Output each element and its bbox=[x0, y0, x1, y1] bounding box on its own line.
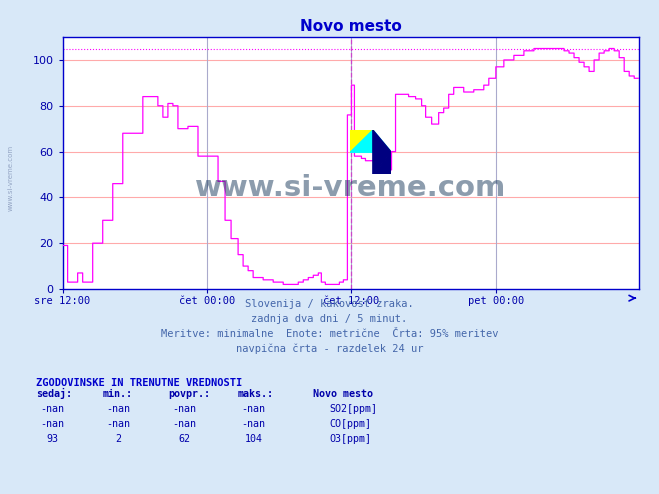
Text: Novo mesto: Novo mesto bbox=[313, 389, 373, 399]
Text: -nan: -nan bbox=[173, 419, 196, 429]
Polygon shape bbox=[373, 130, 391, 174]
Text: -nan: -nan bbox=[242, 419, 266, 429]
Text: navpična črta - razdelek 24 ur: navpična črta - razdelek 24 ur bbox=[236, 343, 423, 354]
Text: povpr.:: povpr.: bbox=[168, 389, 210, 399]
Text: -nan: -nan bbox=[173, 405, 196, 414]
Text: sedaj:: sedaj: bbox=[36, 388, 72, 399]
Text: min.:: min.: bbox=[102, 389, 132, 399]
Text: -nan: -nan bbox=[107, 405, 130, 414]
Text: CO[ppm]: CO[ppm] bbox=[330, 419, 372, 429]
Polygon shape bbox=[373, 152, 391, 174]
Text: 104: 104 bbox=[244, 434, 263, 444]
Text: www.si-vreme.com: www.si-vreme.com bbox=[8, 145, 14, 211]
Text: SO2[ppm]: SO2[ppm] bbox=[330, 405, 378, 414]
Text: www.si-vreme.com: www.si-vreme.com bbox=[195, 174, 507, 202]
Text: zadnja dva dni / 5 minut.: zadnja dva dni / 5 minut. bbox=[251, 314, 408, 324]
Text: 93: 93 bbox=[47, 434, 59, 444]
Text: Meritve: minimalne  Enote: metrične  Črta: 95% meritev: Meritve: minimalne Enote: metrične Črta:… bbox=[161, 329, 498, 338]
Text: 62: 62 bbox=[179, 434, 190, 444]
Text: -nan: -nan bbox=[41, 405, 65, 414]
Polygon shape bbox=[351, 130, 373, 152]
Text: -nan: -nan bbox=[107, 419, 130, 429]
Text: Slovenija / kakovost zraka.: Slovenija / kakovost zraka. bbox=[245, 299, 414, 309]
Polygon shape bbox=[351, 130, 391, 152]
Text: ZGODOVINSKE IN TRENUTNE VREDNOSTI: ZGODOVINSKE IN TRENUTNE VREDNOSTI bbox=[36, 378, 243, 388]
Text: -nan: -nan bbox=[242, 405, 266, 414]
Text: maks.:: maks.: bbox=[237, 389, 273, 399]
Text: O3[ppm]: O3[ppm] bbox=[330, 434, 372, 444]
Text: 2: 2 bbox=[115, 434, 122, 444]
Text: -nan: -nan bbox=[41, 419, 65, 429]
Title: Novo mesto: Novo mesto bbox=[300, 19, 402, 35]
